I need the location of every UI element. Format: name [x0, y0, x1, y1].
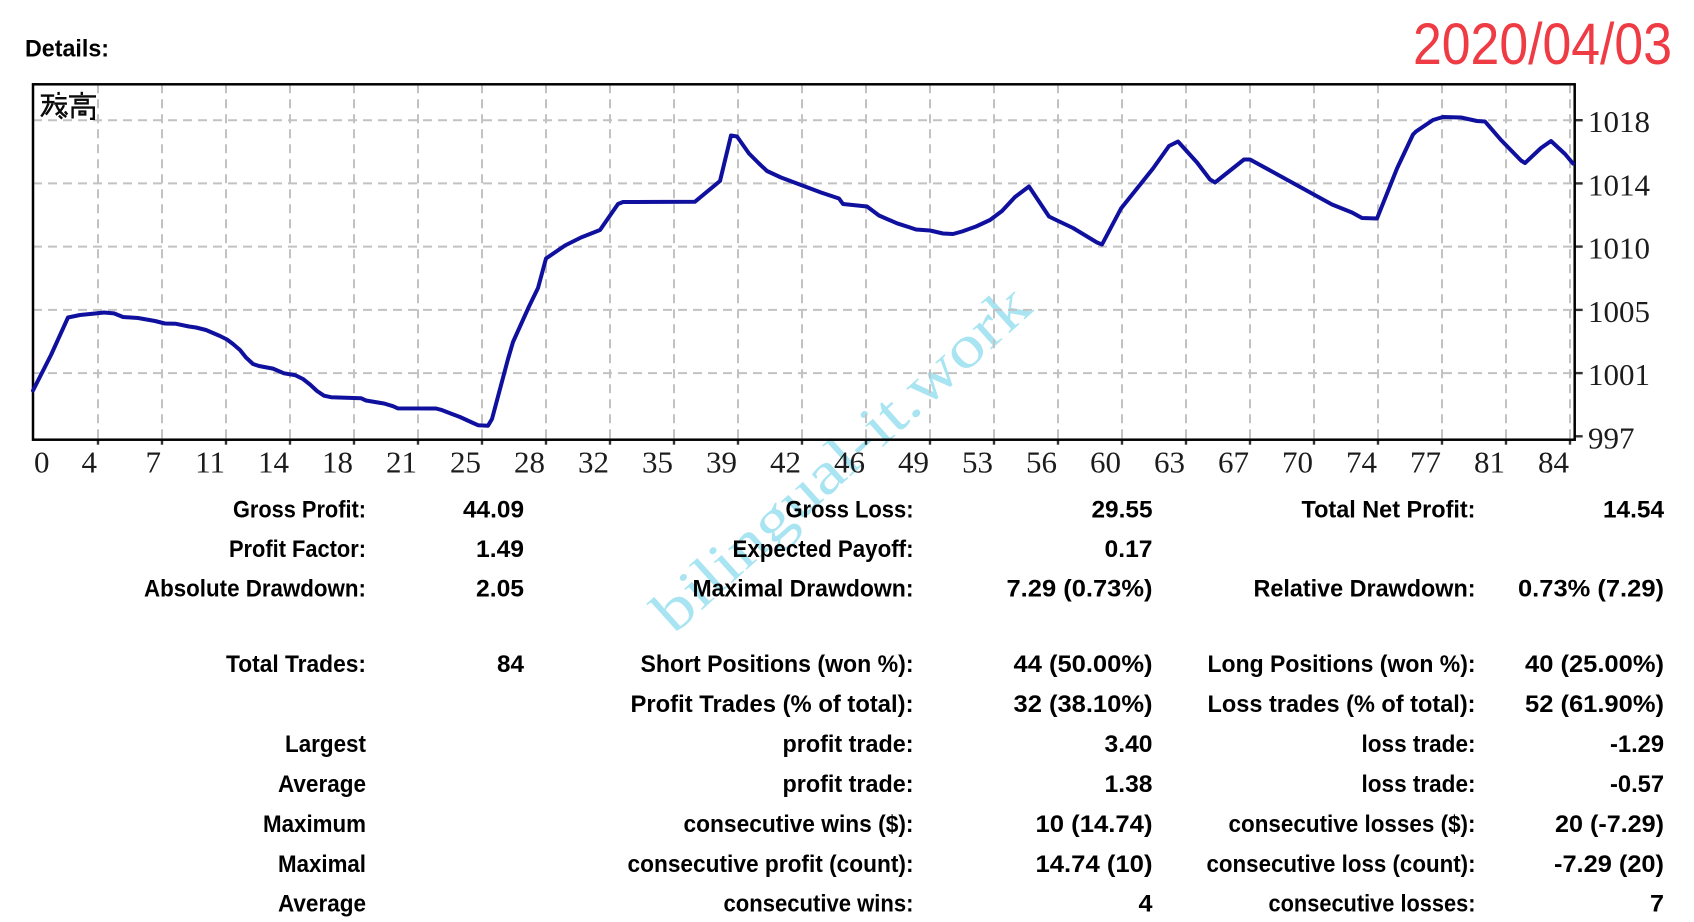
svg-text:20 (-7.29): 20 (-7.29) [1555, 811, 1664, 838]
svg-text:40 (25.00%): 40 (25.00%) [1525, 651, 1664, 678]
svg-text:Average: Average [278, 771, 366, 798]
svg-text:70: 70 [1282, 445, 1313, 480]
svg-text:1010: 1010 [1588, 231, 1650, 266]
svg-text:loss trade:: loss trade: [1362, 771, 1476, 798]
svg-text:32 (38.10%): 32 (38.10%) [1014, 691, 1153, 718]
svg-text:7.29 (0.73%): 7.29 (0.73%) [1007, 576, 1153, 603]
svg-text:77: 77 [1410, 445, 1441, 480]
svg-text:Loss trades (% of total):: Loss trades (% of total): [1208, 691, 1476, 718]
svg-text:Details:: Details: [25, 36, 109, 63]
svg-text:84: 84 [497, 651, 525, 678]
svg-text:profit trade:: profit trade: [783, 731, 914, 758]
svg-text:Short Positions (won %):: Short Positions (won %): [641, 651, 914, 678]
svg-text:29.55: 29.55 [1092, 497, 1153, 524]
svg-text:3.40: 3.40 [1105, 731, 1153, 758]
svg-text:18: 18 [322, 445, 353, 480]
svg-text:49: 49 [898, 445, 929, 480]
svg-text:14.74 (10): 14.74 (10) [1036, 851, 1153, 878]
svg-text:21: 21 [386, 445, 417, 480]
svg-text:consecutive losses:: consecutive losses: [1269, 891, 1476, 918]
svg-text:-7.29 (20): -7.29 (20) [1554, 851, 1664, 878]
svg-text:74: 74 [1346, 445, 1378, 480]
svg-text:67: 67 [1218, 445, 1249, 480]
svg-text:Absolute Drawdown:: Absolute Drawdown: [144, 576, 366, 603]
svg-text:1.49: 1.49 [476, 536, 524, 563]
svg-text:1.38: 1.38 [1105, 771, 1153, 798]
svg-text:63: 63 [1154, 445, 1185, 480]
svg-text:Average: Average [278, 891, 366, 918]
svg-text:consecutive wins:: consecutive wins: [724, 891, 914, 918]
svg-text:Expected Payoff:: Expected Payoff: [733, 536, 914, 563]
svg-text:Maximum: Maximum [263, 811, 366, 838]
svg-text:Gross Loss:: Gross Loss: [786, 497, 914, 524]
svg-text:10 (14.74): 10 (14.74) [1036, 811, 1153, 838]
svg-text:Total Net Profit:: Total Net Profit: [1302, 497, 1476, 524]
svg-text:profit trade:: profit trade: [783, 771, 914, 798]
svg-text:Total Trades:: Total Trades: [226, 651, 366, 678]
svg-text:44.09: 44.09 [463, 497, 524, 524]
svg-text:7: 7 [1650, 891, 1664, 918]
svg-text:35: 35 [642, 445, 673, 480]
svg-text:1001: 1001 [1588, 357, 1650, 392]
svg-text:28: 28 [514, 445, 545, 480]
svg-text:-0.57: -0.57 [1610, 771, 1664, 798]
svg-text:52 (61.90%): 52 (61.90%) [1525, 691, 1664, 718]
svg-text:consecutive loss (count):: consecutive loss (count): [1207, 851, 1476, 878]
svg-text:84: 84 [1538, 445, 1570, 480]
svg-text:consecutive wins ($):: consecutive wins ($): [684, 811, 914, 838]
svg-text:42: 42 [770, 445, 801, 480]
svg-text:Maximal Drawdown:: Maximal Drawdown: [693, 576, 914, 603]
svg-text:56: 56 [1026, 445, 1057, 480]
svg-text:1005: 1005 [1588, 294, 1650, 329]
svg-text:2020/04/03: 2020/04/03 [1413, 12, 1672, 77]
svg-text:0.17: 0.17 [1105, 536, 1153, 563]
svg-text:Profit Factor:: Profit Factor: [229, 536, 366, 563]
svg-text:46: 46 [834, 445, 865, 480]
svg-text:14: 14 [258, 445, 290, 480]
svg-text:Relative Drawdown:: Relative Drawdown: [1254, 576, 1476, 603]
svg-text:60: 60 [1090, 445, 1121, 480]
svg-text:4: 4 [1139, 891, 1154, 918]
svg-text:1018: 1018 [1588, 104, 1650, 139]
svg-text:53: 53 [962, 445, 993, 480]
svg-text:32: 32 [578, 445, 609, 480]
svg-text:loss trade:: loss trade: [1362, 731, 1476, 758]
svg-text:consecutive profit (count):: consecutive profit (count): [628, 851, 914, 878]
svg-text:0.73% (7.29): 0.73% (7.29) [1518, 576, 1664, 603]
svg-text:4: 4 [82, 445, 98, 480]
svg-text:39: 39 [706, 445, 737, 480]
svg-text:11: 11 [195, 445, 225, 480]
svg-text:0: 0 [34, 445, 50, 480]
svg-text:-1.29: -1.29 [1610, 731, 1664, 758]
svg-text:7: 7 [146, 445, 162, 480]
svg-text:Profit Trades (% of total):: Profit Trades (% of total): [631, 691, 914, 718]
svg-text:14.54: 14.54 [1603, 497, 1665, 524]
svg-text:Long Positions (won %):: Long Positions (won %): [1208, 651, 1476, 678]
svg-text:81: 81 [1474, 445, 1505, 480]
svg-text:25: 25 [450, 445, 481, 480]
svg-text:Largest: Largest [285, 731, 366, 758]
svg-text:2.05: 2.05 [476, 576, 524, 603]
svg-text:consecutive losses ($):: consecutive losses ($): [1229, 811, 1476, 838]
svg-text:Maximal: Maximal [278, 851, 366, 878]
svg-text:44 (50.00%): 44 (50.00%) [1014, 651, 1153, 678]
svg-text:Gross Profit:: Gross Profit: [233, 497, 366, 524]
svg-text:997: 997 [1588, 420, 1635, 455]
svg-text:1014: 1014 [1588, 167, 1651, 202]
